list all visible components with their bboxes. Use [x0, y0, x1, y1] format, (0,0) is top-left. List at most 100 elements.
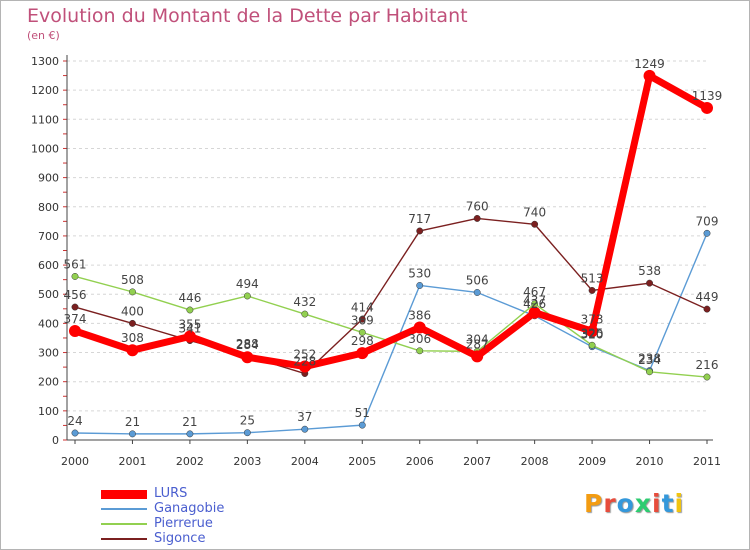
legend-label-pierrerue: Pierrerue [154, 516, 213, 531]
data-label-pierrerue: 216 [696, 358, 719, 372]
legend-item-pierrerue: Pierrerue [101, 516, 351, 532]
x-tick-label: 2007 [463, 455, 491, 468]
data-label-ganagobie: 51 [355, 406, 370, 420]
data-point-sigonce [473, 214, 481, 222]
data-point-pierrerue [301, 310, 309, 318]
data-label-ganagobie: 24 [67, 414, 82, 428]
chart-title: Evolution du Montant de la Dette par Hab… [27, 5, 468, 27]
data-point-ganagobie [243, 429, 251, 437]
data-point-sigonce [358, 315, 366, 323]
data-point-sigonce [129, 319, 136, 327]
y-tick-label: 800 [38, 201, 59, 214]
x-tick-label: 2011 [693, 455, 721, 468]
data-label-pierrerue: 306 [408, 332, 431, 346]
x-tick-label: 2005 [348, 455, 376, 468]
data-label-pierrerue: 234 [638, 353, 661, 367]
y-tick-label: 900 [38, 172, 59, 185]
data-label-lurs: 287 [466, 337, 489, 351]
data-label-ganagobie: 238 [638, 352, 661, 366]
logo-letter: o [616, 489, 635, 518]
data-point-pierrerue [186, 306, 194, 314]
data-point-pierrerue [703, 373, 711, 381]
legend-swatch-pierrerue [101, 523, 147, 525]
x-tick-label: 2008 [521, 455, 549, 468]
logo-letter: x [634, 489, 652, 518]
data-point-pierrerue [129, 288, 136, 296]
data-label-sigonce: 449 [696, 290, 719, 304]
x-tick-label: 2001 [118, 455, 146, 468]
data-point-sigonce [531, 220, 539, 228]
data-point-lurs [183, 330, 196, 343]
data-label-lurs: 355 [178, 318, 201, 332]
data-label-lurs: 298 [351, 334, 374, 348]
data-label-lurs: 1249 [634, 57, 665, 71]
data-label-ganagobie: 506 [466, 273, 489, 287]
data-point-lurs [701, 101, 713, 114]
data-point-ganagobie [129, 430, 136, 438]
data-point-pierrerue [243, 292, 251, 300]
y-tick-label: 1000 [31, 142, 59, 155]
legend-swatch-sigonce [101, 538, 147, 540]
x-tick-label: 2006 [406, 455, 434, 468]
logo-letter: i [674, 489, 685, 518]
y-tick-label: 300 [38, 347, 59, 360]
data-point-lurs [126, 344, 139, 357]
data-label-sigonce: 414 [351, 300, 374, 314]
data-label-sigonce: 400 [121, 304, 144, 318]
y-tick-label: 1100 [31, 113, 59, 126]
legend-item-lurs: LURS [101, 486, 351, 502]
legend-item-ganagobie: Ganagobie [101, 501, 351, 517]
data-point-lurs [643, 69, 656, 82]
x-tick-label: 2009 [578, 455, 606, 468]
data-label-lurs: 374 [64, 312, 87, 326]
data-point-ganagobie [358, 421, 366, 429]
x-tick-label: 2000 [61, 455, 89, 468]
legend-label-sigonce: Sigonce [154, 531, 206, 546]
data-label-ganagobie: 320 [581, 328, 604, 342]
y-tick-label: 600 [38, 259, 59, 272]
data-point-pierrerue [588, 341, 596, 349]
data-label-sigonce: 740 [523, 205, 546, 219]
data-label-lurs: 373 [581, 312, 604, 326]
y-tick-label: 100 [38, 405, 59, 418]
data-label-sigonce: 538 [638, 264, 661, 278]
grid-layer [67, 60, 709, 412]
data-point-sigonce [416, 227, 424, 235]
legend-item-sigonce: Sigonce [101, 531, 351, 547]
data-label-ganagobie: 25 [240, 414, 255, 428]
data-label-sigonce: 228 [293, 355, 316, 369]
x-tick-label: 2002 [176, 455, 204, 468]
data-point-lurs [69, 324, 81, 337]
chart-subtitle: (en €) [27, 29, 60, 42]
data-point-pierrerue [646, 368, 653, 376]
x-tick-label: 2010 [636, 455, 664, 468]
data-point-lurs [241, 351, 254, 364]
data-label-sigonce: 717 [408, 212, 431, 226]
series-line-pierrerue [74, 275, 708, 378]
data-point-ganagobie [71, 429, 79, 437]
data-label-lurs: 437 [523, 294, 546, 308]
data-label-pierrerue: 494 [236, 277, 259, 291]
series-line-lurs [71, 72, 711, 371]
data-label-pierrerue: 508 [121, 273, 144, 287]
data-point-ganagobie [703, 229, 711, 237]
data-label-pierrerue: 561 [64, 257, 87, 271]
x-tick-label: 2003 [233, 455, 261, 468]
data-point-ganagobie [301, 425, 309, 433]
data-label-sigonce: 760 [466, 199, 489, 213]
data-point-lurs [413, 321, 426, 334]
data-label-lurs: 252 [293, 348, 316, 362]
data-point-pierrerue [358, 328, 366, 336]
axis-layer: 0 100 200 300 400 500 600 700 800 900 1000 1100 1200… [31, 55, 721, 468]
data-label-ganagobie: 37 [297, 410, 312, 424]
data-label-pierrerue: 369 [351, 313, 374, 327]
data-label-lurs: 1139 [692, 89, 723, 103]
legend-label-lurs: LURS [154, 486, 188, 501]
series-layer [69, 69, 713, 438]
data-point-lurs [356, 347, 369, 360]
data-label-sigonce: 288 [236, 337, 259, 351]
x-tick-label: 2004 [291, 455, 319, 468]
y-tick-label: 0 [52, 434, 59, 447]
